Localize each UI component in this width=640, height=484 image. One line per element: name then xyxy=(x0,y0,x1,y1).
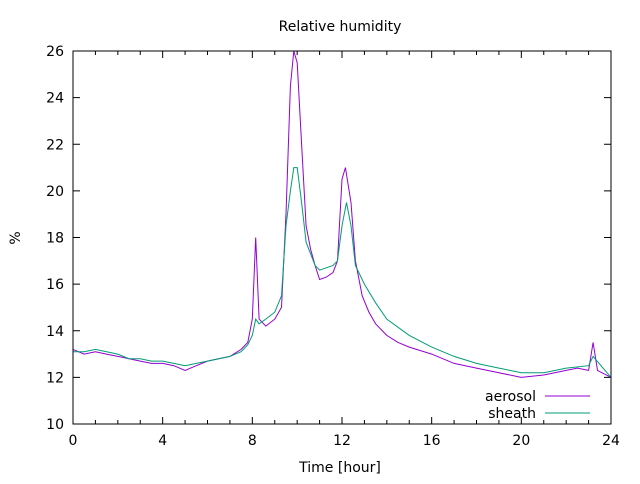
x-axis-label: Time [hour] xyxy=(298,460,381,476)
x-tick-label: 12 xyxy=(333,433,351,449)
y-tick-label: 12 xyxy=(46,370,64,386)
x-tick-label: 8 xyxy=(248,433,257,449)
x-tick-label: 24 xyxy=(602,433,620,449)
x-tick-label: 4 xyxy=(158,433,167,449)
y-tick-label: 22 xyxy=(46,137,64,153)
series-line-aerosol xyxy=(72,50,612,378)
y-tick-label: 24 xyxy=(46,91,64,107)
legend-label-sheath: sheath xyxy=(488,406,536,422)
y-tick-label: 10 xyxy=(46,417,64,433)
legend-label-aerosol: aerosol xyxy=(485,389,536,405)
x-tick-label: 16 xyxy=(423,433,441,449)
x-tick-label: 0 xyxy=(69,433,78,449)
y-tick-label: 20 xyxy=(46,184,64,200)
y-tick-label: 16 xyxy=(46,277,64,293)
y-axis-label: % xyxy=(8,231,24,244)
x-tick-label: 20 xyxy=(512,433,530,449)
y-tick-label: 26 xyxy=(46,44,64,60)
plot-frame xyxy=(72,50,612,425)
series-line-sheath xyxy=(73,167,612,378)
y-tick-label: 18 xyxy=(46,231,64,247)
chart-title: Relative humidity xyxy=(279,19,402,35)
y-tick-label: 14 xyxy=(46,324,64,340)
